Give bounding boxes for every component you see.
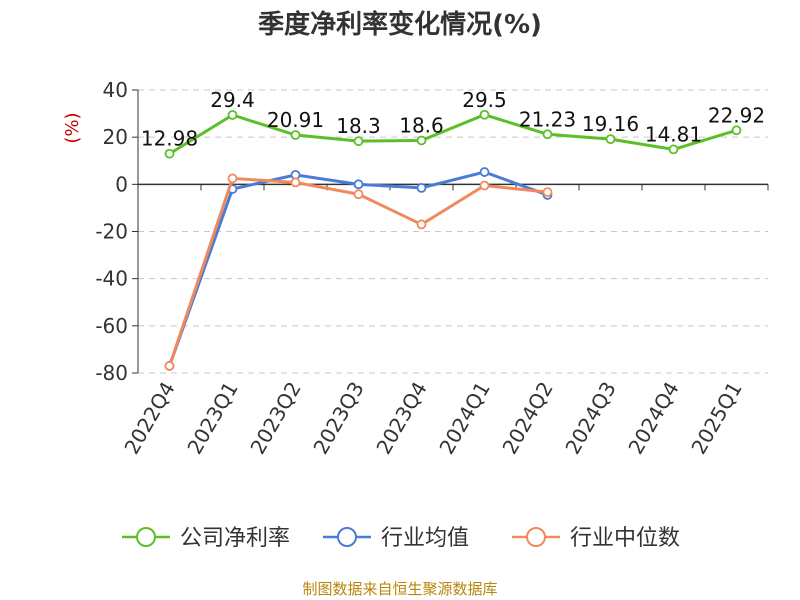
legend-swatch-marker [136, 527, 156, 547]
y-tick-label: 40 [103, 78, 128, 102]
y-tick-labels: 40 20 0 -20 -40 -60 -80 [95, 78, 128, 385]
data-label: 12.98 [141, 127, 198, 151]
y-tick-label: -40 [95, 267, 128, 291]
data-point [542, 129, 553, 140]
y-tick-label: 20 [103, 125, 128, 149]
data-point [290, 177, 301, 188]
data-label: 29.5 [462, 88, 507, 112]
data-point [290, 130, 301, 140]
chart-title: 季度净利率变化情况(%) [258, 10, 542, 40]
legend-swatch-marker [337, 527, 357, 547]
data-point [416, 219, 427, 230]
data-point [353, 136, 364, 147]
axes [132, 89, 769, 374]
data-label: 14.81 [645, 122, 702, 146]
data-point [353, 189, 364, 200]
legend-label: 公司净利率 [180, 526, 290, 551]
data-point [542, 187, 553, 198]
data-point [479, 109, 490, 120]
legend-swatch-marker [526, 527, 546, 547]
legend-label: 行业中位数 [570, 526, 680, 551]
x-tick-label: 2024Q2 [497, 378, 557, 459]
grid-lines [138, 89, 768, 374]
x-tick-label: 2023Q1 [182, 378, 242, 459]
x-tick-label: 2023Q4 [371, 378, 431, 459]
y-tick-label: 0 [115, 172, 128, 196]
legend: 公司净利率 行业均值 行业中位数 [122, 526, 680, 551]
data-point [227, 173, 238, 184]
data-point [605, 134, 616, 145]
data-label: 18.3 [336, 114, 381, 138]
data-labels: 12.98 29.4 20.91 18.3 18.6 29.5 21.23 19.16 14.8… [141, 88, 765, 151]
x-tick-label: 2024Q1 [434, 378, 494, 459]
data-point [164, 148, 175, 159]
data-label: 21.23 [519, 107, 576, 131]
y-axis-label: (%) [62, 112, 83, 143]
data-label: 20.91 [267, 108, 324, 132]
y-tick-label: -60 [95, 314, 128, 338]
data-point [668, 144, 679, 155]
series-line [168, 113, 737, 155]
data-point [353, 179, 364, 190]
y-tick-label: -80 [95, 361, 128, 385]
data-point [416, 182, 427, 193]
source-note: 制图数据来自恒生聚源数据库 [302, 580, 498, 598]
data-point [416, 135, 427, 146]
y-tick-label: -20 [95, 220, 128, 244]
x-tick-label: 2024Q3 [560, 378, 620, 459]
data-label: 29.4 [210, 88, 255, 112]
data-point [479, 180, 490, 191]
data-label: 22.92 [708, 103, 765, 127]
data-point [227, 110, 238, 120]
legend-label: 行业均值 [381, 526, 469, 551]
x-tick-label: 2022Q4 [119, 378, 179, 459]
x-tick-label: 2024Q4 [623, 378, 683, 459]
data-point [479, 167, 490, 177]
series-group [164, 109, 742, 371]
x-tick-labels: 2022Q4 2023Q1 2023Q2 2023Q3 2023Q4 2024Q1 2024… [119, 378, 746, 459]
data-point [164, 361, 175, 371]
x-tick-label: 2023Q2 [245, 378, 305, 459]
data-point [731, 125, 742, 136]
data-label: 18.6 [399, 113, 444, 137]
data-label: 19.16 [582, 112, 639, 136]
x-tick-label: 2025Q1 [686, 378, 746, 459]
x-tick-label: 2023Q3 [308, 378, 368, 459]
